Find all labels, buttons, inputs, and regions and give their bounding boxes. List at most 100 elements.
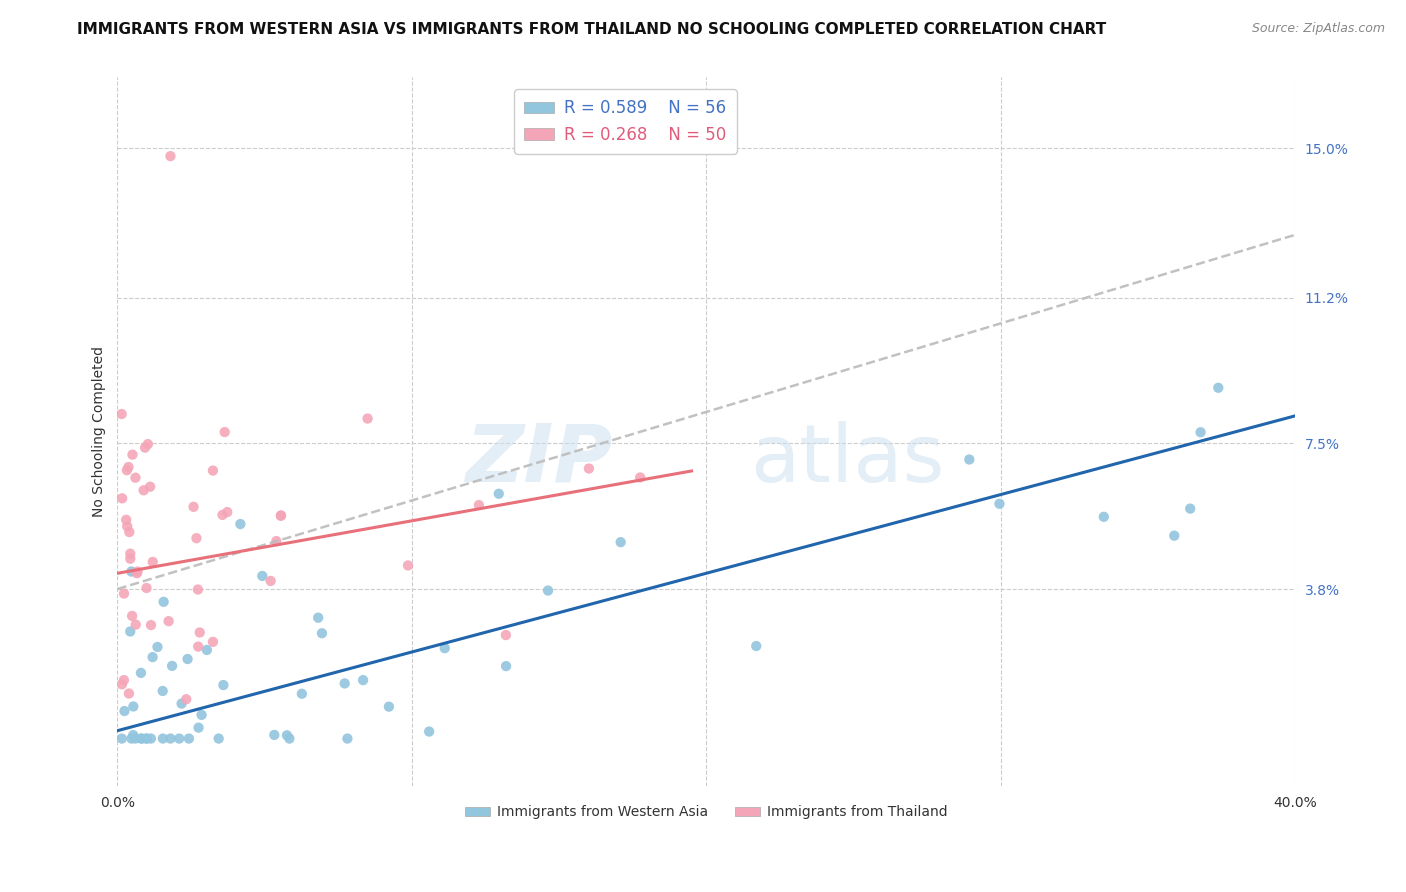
Point (115, 513, 138, 527)
Point (263, 728, 285, 742)
Point (112, 673, 135, 687)
Point (307, 610, 329, 624)
Point (111, 677, 134, 691)
Point (1208, 381, 1230, 395)
Point (125, 566, 148, 581)
Point (291, 687, 314, 701)
Point (139, 480, 162, 494)
Point (188, 625, 211, 640)
Point (957, 452, 980, 467)
Point (211, 508, 233, 522)
Point (160, 659, 183, 673)
Point (111, 731, 134, 746)
Point (214, 425, 236, 439)
Point (118, 524, 141, 539)
Point (152, 595, 174, 609)
Point (125, 617, 148, 632)
Point (278, 731, 301, 746)
Point (495, 659, 517, 673)
Point (495, 628, 517, 642)
Point (352, 673, 374, 687)
Point (252, 569, 274, 583)
Point (122, 699, 145, 714)
Point (139, 731, 162, 746)
Point (142, 650, 165, 665)
Y-axis label: No Schooling Completed: No Schooling Completed (93, 346, 107, 517)
Point (139, 618, 162, 632)
Point (159, 731, 181, 746)
Point (378, 699, 401, 714)
Point (208, 731, 231, 746)
Point (187, 721, 209, 735)
Point (127, 565, 149, 579)
Point (120, 731, 142, 746)
Point (229, 517, 252, 532)
Point (311, 626, 333, 640)
Point (433, 641, 456, 656)
Point (183, 500, 205, 514)
Point (152, 684, 174, 698)
Point (176, 652, 198, 666)
Text: Source: ZipAtlas.com: Source: ZipAtlas.com (1251, 22, 1385, 36)
Point (488, 487, 510, 501)
Point (270, 508, 292, 523)
Point (1092, 509, 1115, 524)
Point (124, 471, 146, 485)
Point (628, 470, 651, 484)
Point (121, 448, 143, 462)
Point (117, 459, 139, 474)
Point (356, 411, 378, 425)
Point (333, 676, 356, 690)
Point (120, 565, 142, 579)
Point (134, 441, 156, 455)
Point (159, 149, 181, 163)
Point (187, 582, 209, 597)
Point (745, 639, 768, 653)
Point (190, 707, 212, 722)
Point (201, 464, 224, 478)
Point (115, 463, 138, 477)
Point (114, 704, 136, 718)
Point (146, 640, 169, 654)
Point (124, 731, 146, 746)
Point (120, 551, 142, 566)
Point (135, 731, 157, 746)
Point (135, 581, 157, 595)
Point (266, 534, 288, 549)
Point (276, 728, 298, 742)
Point (396, 558, 419, 573)
Point (988, 497, 1011, 511)
Point (537, 583, 560, 598)
Point (136, 437, 159, 451)
Point (111, 407, 134, 421)
Point (578, 461, 600, 475)
Point (132, 483, 155, 498)
Point (201, 635, 224, 649)
Point (1163, 529, 1185, 543)
Point (112, 586, 135, 600)
Point (260, 574, 283, 588)
Point (129, 731, 152, 746)
Text: ZIP: ZIP (464, 421, 612, 499)
Point (195, 643, 218, 657)
Text: atlas: atlas (751, 421, 945, 499)
Point (186, 531, 208, 545)
Point (121, 609, 143, 624)
Point (609, 535, 631, 549)
Point (1189, 425, 1212, 440)
Point (131, 731, 153, 746)
Point (270, 508, 292, 523)
Point (115, 519, 138, 533)
Point (212, 678, 235, 692)
Point (418, 724, 440, 739)
Point (111, 491, 134, 506)
Point (217, 505, 239, 519)
Text: IMMIGRANTS FROM WESTERN ASIA VS IMMIGRANTS FROM THAILAND NO SCHOOLING COMPLETED : IMMIGRANTS FROM WESTERN ASIA VS IMMIGRAN… (77, 22, 1107, 37)
Point (174, 692, 197, 706)
Point (468, 498, 491, 512)
Point (177, 731, 200, 746)
Point (170, 697, 193, 711)
Point (120, 547, 142, 561)
Point (118, 686, 141, 700)
Point (1180, 501, 1202, 516)
